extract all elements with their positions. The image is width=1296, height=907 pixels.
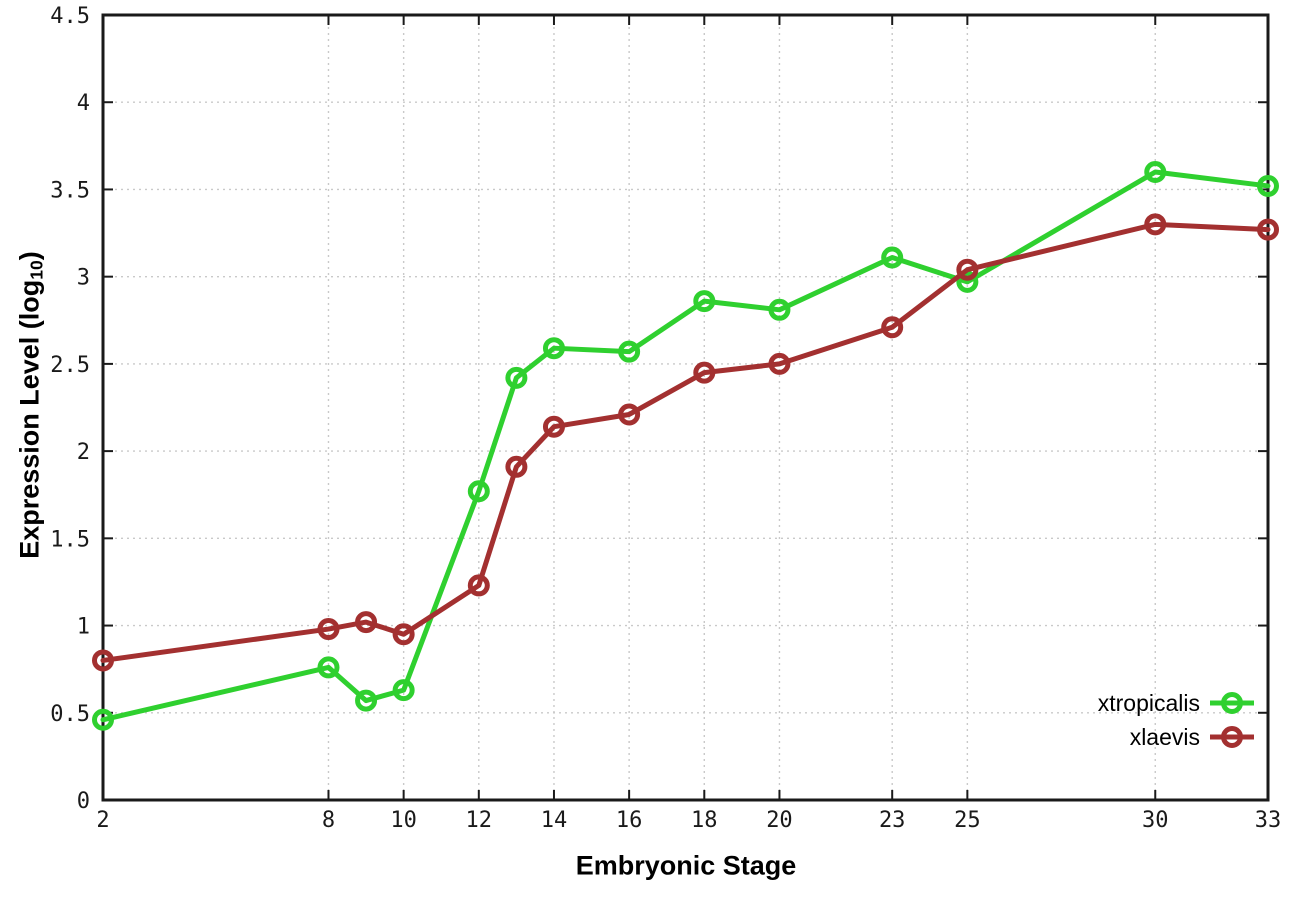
legend-label: xlaevis — [1129, 723, 1200, 750]
y-axis-title: Expression Level (log10) — [14, 251, 47, 559]
data-point-marker — [956, 258, 979, 281]
x-tick-label: 20 — [766, 808, 793, 833]
data-point-marker — [618, 340, 641, 363]
data-point-marker — [92, 708, 114, 731]
data-point-marker — [768, 298, 791, 321]
data-point-marker — [693, 361, 716, 384]
y-tick-label: 4 — [77, 91, 90, 116]
data-point-marker — [505, 455, 528, 478]
x-tick-label: 12 — [466, 808, 493, 833]
x-tick-label: 14 — [541, 808, 568, 833]
data-point-marker — [881, 246, 904, 269]
legend-marker-icon — [1210, 692, 1254, 714]
data-point-marker — [618, 403, 641, 426]
x-tick-label: 8 — [322, 808, 335, 833]
data-point-marker — [92, 649, 114, 672]
data-point-marker — [1257, 218, 1279, 241]
y-axis-title-subscript: 10 — [26, 260, 47, 280]
x-tick-label: 16 — [616, 808, 643, 833]
y-tick-label: 1.5 — [50, 527, 90, 552]
x-tick-label: 33 — [1255, 808, 1282, 833]
x-tick-label: 10 — [390, 808, 417, 833]
data-point-marker — [355, 689, 378, 712]
y-tick-label: 3 — [77, 266, 90, 291]
legend-item-xlaevis: xlaevis — [1130, 720, 1256, 754]
data-point-marker — [1144, 161, 1167, 183]
series-xlaevis — [92, 213, 1279, 672]
data-point-marker — [467, 574, 490, 597]
y-axis-title-text: Expression Level (log — [14, 279, 45, 559]
data-point-marker — [392, 623, 415, 646]
x-axis-title: Embryonic Stage — [575, 850, 797, 881]
x-tick-label: 2 — [96, 808, 109, 833]
legend: xtropicalis xlaevis — [1098, 686, 1256, 754]
data-point-marker — [956, 270, 979, 293]
y-tick-label: 2.5 — [50, 353, 90, 378]
legend-label: xtropicalis — [1097, 689, 1200, 716]
y-tick-label: 0 — [77, 789, 90, 814]
data-point-marker — [355, 611, 378, 634]
data-point-marker — [768, 352, 791, 375]
legend-item-xtropicalis: xtropicalis — [1098, 686, 1256, 720]
axis-ticks — [102, 14, 1269, 801]
data-point-marker — [1257, 174, 1279, 197]
data-point-marker — [693, 290, 716, 313]
data-point-marker — [392, 679, 415, 702]
data-point-marker — [542, 415, 565, 438]
legend-marker-icon — [1210, 726, 1254, 748]
data-point-marker — [1144, 213, 1167, 236]
data-point-marker — [542, 337, 565, 360]
x-tick-label: 18 — [691, 808, 718, 833]
data-point-marker — [467, 480, 490, 503]
y-tick-label: 3.5 — [50, 178, 90, 203]
y-tick-label: 4.5 — [50, 4, 90, 29]
y-tick-label: 2 — [77, 440, 90, 465]
x-tick-label: 23 — [879, 808, 906, 833]
plot-border — [101, 13, 1270, 802]
x-tick-label: 25 — [954, 808, 981, 833]
data-point-marker — [881, 316, 904, 339]
y-tick-label: 1 — [77, 615, 90, 640]
data-point-marker — [317, 618, 340, 641]
data-point-marker — [505, 366, 528, 389]
data-point-marker — [317, 656, 340, 679]
y-tick-label: 0.5 — [50, 702, 90, 727]
x-tick-label: 30 — [1142, 808, 1169, 833]
